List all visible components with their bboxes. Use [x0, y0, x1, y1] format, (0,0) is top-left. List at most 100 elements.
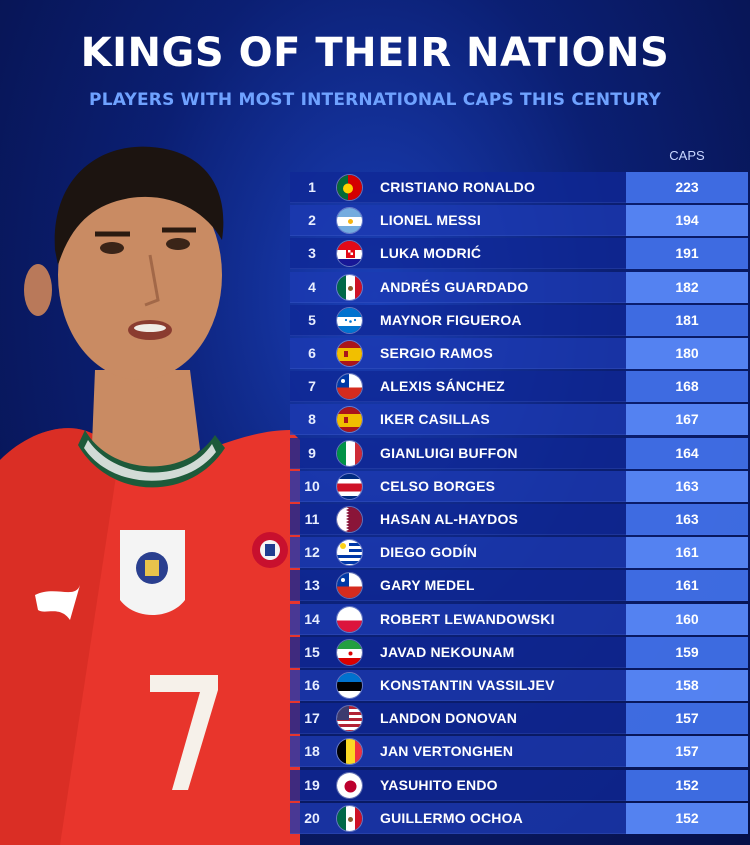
caps-cell: 181: [626, 304, 748, 336]
rank-cell: 10: [304, 477, 320, 494]
caps-cell: 167: [626, 404, 748, 436]
table-row: 20 GUILLERMO OCHOA 152: [290, 802, 748, 834]
portugal-crest: [252, 532, 288, 568]
usa-flag-icon: [336, 705, 363, 733]
rank-cell: 17: [304, 710, 320, 727]
table-row: 7 ALEXIS SÁNCHEZ 168: [290, 371, 748, 403]
croatia-flag-icon: [336, 240, 363, 268]
table-row: 14 ROBERT LEWANDOWSKI 160: [290, 603, 748, 635]
caps-cell: 152: [626, 769, 748, 801]
rank-cell: 14: [304, 610, 320, 627]
player-hair: [54, 146, 224, 265]
table-row: 13 GARY MEDEL 161: [290, 570, 748, 602]
costa-rica-flag-icon: [336, 472, 363, 500]
rank-cell: 12: [304, 544, 320, 561]
rank-cell: 5: [308, 311, 316, 328]
honduras-flag-icon: [336, 306, 363, 334]
iran-flag-icon: [336, 638, 363, 666]
caps-cell: 163: [626, 470, 748, 502]
caps-cell: 164: [626, 437, 748, 469]
rank-cell: 8: [308, 411, 316, 428]
rank-cell: 20: [304, 809, 320, 826]
table-row: 18 JAN VERTONGHEN 157: [290, 736, 748, 768]
estonia-flag-icon: [336, 672, 363, 699]
player-name-cell: JAVAD NEKOUNAM: [380, 643, 515, 660]
caps-cell: 191: [626, 238, 748, 270]
italy-flag-icon: [336, 439, 363, 467]
table-row: 17 LANDON DONOVAN 157: [290, 703, 748, 735]
player-name-cell: DIEGO GODÍN: [380, 544, 478, 561]
player-name-cell: ROBERT LEWANDOWSKI: [380, 610, 555, 627]
portugal-flag-icon: [336, 174, 363, 201]
table-row: 9 GIANLUIGI BUFFON 164: [290, 437, 748, 469]
player-name-cell: ANDRÉS GUARDADO: [380, 278, 529, 295]
caps-column-header: CAPS: [669, 148, 705, 163]
player-name-cell: GARY MEDEL: [380, 577, 475, 594]
table-row: 4 ANDRÉS GUARDADO 182: [290, 271, 748, 303]
page-title: KINGS OF THEIR NATIONS: [80, 30, 670, 76]
qatar-flag-icon: [336, 506, 363, 533]
caps-cell: 160: [626, 603, 748, 635]
caps-cell: 223: [626, 172, 748, 203]
player-name-cell: SERGIO RAMOS: [380, 345, 493, 361]
rank-cell: 19: [304, 776, 320, 793]
shirt-number-7: [150, 675, 218, 790]
poland-flag-icon: [336, 605, 363, 633]
rank-cell: 15: [304, 643, 320, 660]
caps-cell: 158: [626, 670, 748, 701]
player-name-cell: HASAN AL-HAYDOS: [380, 511, 519, 527]
player-name-cell: MAYNOR FIGUEROA: [380, 311, 522, 328]
player-photo: [0, 146, 300, 845]
player-name-cell: LIONEL MESSI: [380, 212, 481, 229]
nations-league-badge: [120, 530, 185, 615]
table-row: 1 CRISTIANO RONALDO 223: [290, 172, 748, 203]
rank-cell: 2: [308, 212, 316, 229]
player-name-cell: CRISTIANO RONALDO: [380, 179, 536, 195]
caps-cell: 163: [626, 504, 748, 535]
table-row: 15 JAVAD NEKOUNAM 159: [290, 636, 748, 668]
player-name-cell: IKER CASILLAS: [380, 411, 490, 428]
caps-cell: 161: [626, 570, 748, 602]
spain-flag-icon: [336, 406, 363, 434]
table-row: 2 LIONEL MESSI 194: [290, 205, 748, 237]
caps-table: 1 CRISTIANO RONALDO 223 2 LIONEL MESSI 194 3 LU…: [290, 172, 748, 838]
argentina-flag-icon: [336, 207, 363, 235]
chile-flag-icon: [336, 373, 363, 401]
caps-cell: 152: [626, 802, 748, 834]
rank-cell: 11: [304, 511, 320, 527]
table-row: 11 HASAN AL-HAYDOS 163: [290, 504, 748, 535]
player-name-cell: GUILLERMO OCHOA: [380, 809, 523, 826]
player-name-cell: LUKA MODRIĆ: [380, 245, 482, 262]
player-name-cell: KONSTANTIN VASSILJEV: [380, 677, 555, 693]
table-row: 10 CELSO BORGES 163: [290, 470, 748, 502]
table-row: 16 KONSTANTIN VASSILJEV 158: [290, 670, 748, 701]
caps-cell: 159: [626, 636, 748, 668]
rank-cell: 9: [308, 444, 316, 461]
table-row: 8 IKER CASILLAS 167: [290, 404, 748, 436]
mexico-flag-icon: [336, 804, 363, 832]
caps-cell: 168: [626, 371, 748, 403]
caps-cell: 194: [626, 205, 748, 237]
table-row: 6 SERGIO RAMOS 180: [290, 338, 748, 369]
rank-cell: 1: [308, 179, 316, 195]
rank-cell: 4: [308, 278, 316, 295]
chile-flag-icon: [336, 572, 363, 600]
caps-cell: 157: [626, 736, 748, 768]
table-row: 19 YASUHITO ENDO 152: [290, 769, 748, 801]
player-name-cell: CELSO BORGES: [380, 477, 496, 494]
player-name-cell: GIANLUIGI BUFFON: [380, 444, 518, 461]
caps-cell: 161: [626, 537, 748, 569]
caps-cell: 157: [626, 703, 748, 735]
player-name-cell: ALEXIS SÁNCHEZ: [380, 378, 505, 395]
rank-cell: 18: [304, 743, 320, 760]
spain-flag-icon: [336, 340, 363, 367]
rank-cell: 3: [308, 245, 316, 262]
mexico-flag-icon: [336, 273, 363, 301]
puma-logo: [35, 585, 80, 620]
uruguay-flag-icon: [336, 539, 363, 567]
rank-cell: 6: [308, 345, 316, 361]
table-row: 12 DIEGO GODÍN 161: [290, 537, 748, 569]
rank-cell: 7: [308, 378, 316, 395]
player-name-cell: JAN VERTONGHEN: [380, 743, 514, 760]
page-subtitle: PLAYERS WITH MOST INTERNATIONAL CAPS THI…: [89, 90, 661, 110]
